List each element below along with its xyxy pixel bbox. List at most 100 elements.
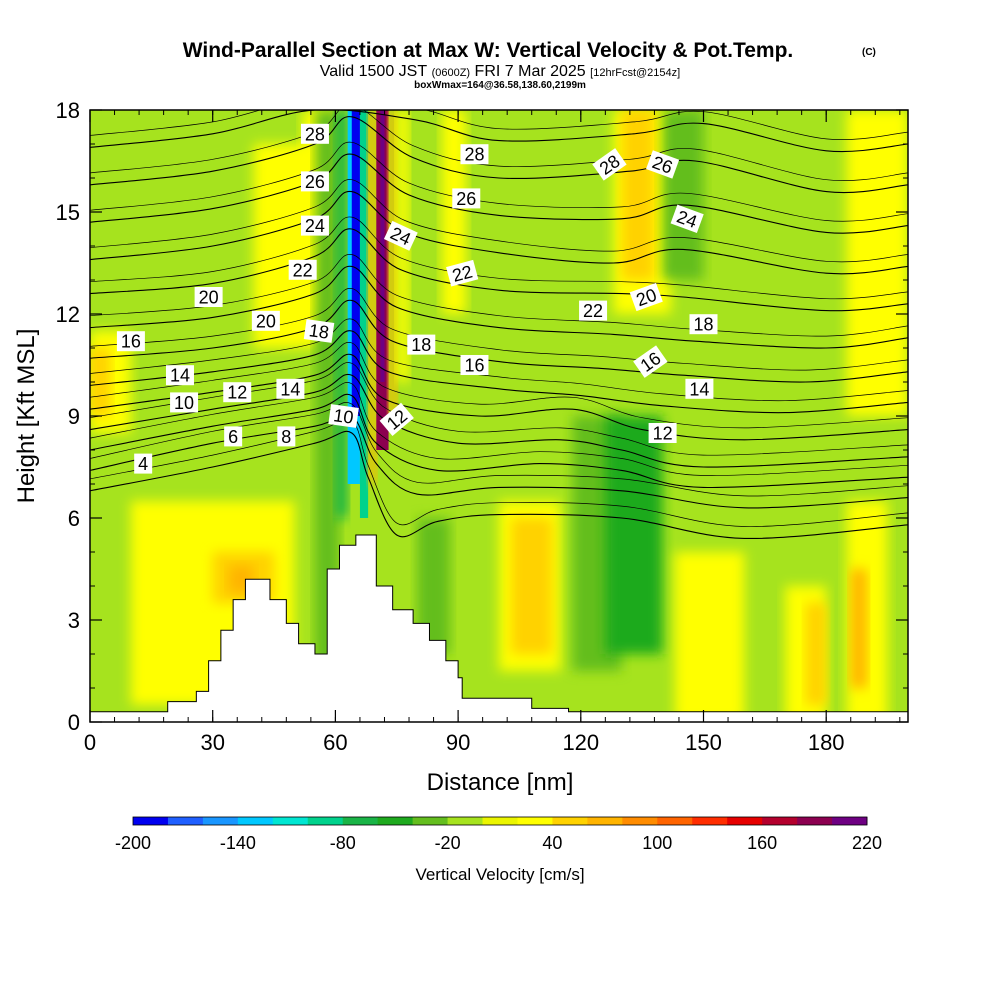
velocity-cell — [511, 518, 553, 654]
contour-label-text: 18 — [693, 315, 713, 335]
colorbar-swatch — [412, 817, 449, 825]
contour-label-box — [592, 148, 627, 181]
contour-label-text: 18 — [308, 320, 331, 343]
valid-time-utc: (0600Z) — [432, 67, 471, 79]
contour-label-box — [460, 355, 489, 375]
contour-label-text: 24 — [305, 216, 325, 236]
colorbar-swatch — [272, 817, 309, 825]
box-info: boxWmax=164@36.58,138.60,2199m — [414, 80, 586, 91]
y-tick-label: 0 — [68, 710, 80, 735]
colorbar-tick-label: -140 — [220, 833, 256, 853]
contour-label: 22 — [579, 300, 608, 321]
contour-label-text: 16 — [121, 332, 141, 352]
contour-label-box — [134, 453, 153, 474]
contour-label-text: 28 — [464, 145, 484, 165]
contour-label-box — [276, 378, 305, 399]
contour-label-box — [383, 220, 418, 251]
contour-label-text: 4 — [138, 454, 148, 474]
contour-label: 22 — [288, 259, 317, 280]
contour-label: 24 — [300, 215, 329, 236]
contour-label: 12 — [223, 382, 252, 403]
contour-label-box — [646, 150, 680, 179]
contour-label-box — [446, 259, 479, 287]
contour-label: 28 — [460, 144, 489, 165]
colorbar-label: Vertical Velocity [cm/s] — [415, 865, 584, 884]
contour-label: 12 — [648, 423, 677, 444]
colorbar-tick-label: 100 — [642, 833, 672, 853]
contour-label-box — [251, 310, 280, 331]
theta-contour-26 — [90, 116, 908, 194]
theta-contour-22 — [90, 191, 908, 275]
theta-contour-18 — [90, 265, 908, 349]
colorbar-swatch — [832, 817, 868, 825]
contour-label-box — [116, 331, 145, 352]
contour-label: 20 — [251, 310, 280, 331]
x-tick-label: 30 — [200, 730, 224, 755]
valid-date: FRI 7 Mar 2025 — [475, 63, 586, 80]
colorbar-swatch — [307, 817, 344, 825]
valid-time: Valid 1500 JST — [320, 63, 428, 80]
y-tick-label: 18 — [56, 98, 80, 123]
contour-label-text: 14 — [170, 366, 190, 386]
contour-label-text: 12 — [227, 383, 247, 403]
contour-label: 26 — [300, 171, 329, 192]
velocity-cell — [805, 603, 827, 705]
x-tick-label: 0 — [84, 730, 96, 755]
theta-contour-28 — [90, 110, 908, 153]
contour-label-text: 28 — [305, 124, 325, 144]
contour-label-box — [633, 345, 668, 378]
theta-contour-minor — [90, 254, 908, 337]
contour-label-box — [300, 215, 329, 236]
contour-label-text: 26 — [305, 172, 325, 192]
theta-contour-24 — [90, 153, 908, 234]
contour-label: 14 — [685, 378, 714, 399]
y-tick-label: 12 — [56, 302, 80, 327]
theta-contour-6 — [90, 413, 908, 509]
theta-contour-14 — [90, 330, 908, 414]
contour-label-box — [328, 404, 359, 428]
contour-label-box — [685, 378, 714, 399]
contour-label-text: 12 — [653, 424, 673, 444]
contour-label-box — [223, 382, 252, 403]
y-tick-label: 9 — [68, 404, 80, 429]
contour-label-box — [460, 144, 489, 165]
contour-label: 10 — [170, 392, 199, 413]
x-axis-label: Distance [nm] — [427, 769, 574, 796]
x-tick-label: 120 — [562, 730, 599, 755]
contour-label-box — [303, 319, 335, 343]
colorbar-swatch — [762, 817, 798, 825]
y-tick-label: 6 — [68, 506, 80, 531]
copyright-mark: (C) — [862, 47, 876, 58]
theta-contour-minor — [90, 342, 908, 429]
chart-subtitle: Valid 1500 JST (0600Z) FRI 7 Mar 2025 [1… — [320, 63, 680, 80]
velocity-cell — [380, 110, 385, 382]
colorbar-swatch — [377, 817, 414, 825]
colorbar-tick-label: 40 — [542, 833, 562, 853]
colorbar-swatch — [657, 817, 693, 825]
contour-label-text: 14 — [280, 379, 300, 399]
velocity-cell — [90, 348, 111, 416]
contour-label-box — [170, 392, 199, 413]
contour-label-box — [579, 300, 608, 321]
theta-contour-minor — [90, 110, 908, 140]
velocity-cell — [846, 110, 908, 416]
colorbar-tick-label: -20 — [435, 833, 461, 853]
contour-label-box — [452, 188, 481, 209]
colorbar-tick-label: -80 — [330, 833, 356, 853]
theta-contour-minor — [90, 419, 908, 527]
axes: 0 30 60 90 120 150 180 0 3 6 9 12 15 18 — [56, 98, 908, 755]
contour-label-box — [288, 259, 317, 280]
contour-label-box — [648, 423, 677, 443]
x-tick-label: 90 — [446, 730, 470, 755]
contour-label-text: 22 — [293, 260, 313, 280]
contour-label-box — [300, 171, 329, 192]
colorbar-swatch — [727, 817, 763, 825]
contour-label: 8 — [277, 426, 296, 447]
contour-label: 14 — [276, 378, 305, 399]
colorbar-swatch — [552, 817, 588, 825]
contour-label: 6 — [224, 426, 243, 447]
velocity-cell — [335, 110, 348, 518]
contour-label: 18 — [303, 319, 335, 343]
colorbar-tick-label: -200 — [115, 833, 151, 853]
